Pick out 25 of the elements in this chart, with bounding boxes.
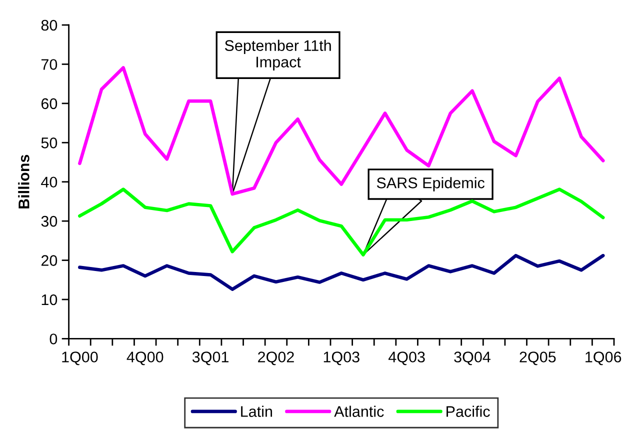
y-tick-label: 50: [41, 138, 58, 148]
annotation: September 11th Impact: [224, 40, 331, 70]
x-tick-label: 3Q04: [454, 352, 490, 366]
x-tick-label: 2Q02: [258, 352, 294, 366]
y-tick-label: 30: [41, 216, 58, 227]
x-tick-label: 1Q03: [324, 352, 360, 366]
x-tick-label: 3Q01: [192, 352, 228, 366]
x-tick-label: 1Q06: [586, 352, 622, 366]
y-tick-label: 60: [41, 98, 58, 110]
legend-label: Atlantic: [334, 406, 384, 417]
y-tick-label: 80: [41, 20, 58, 31]
y-tick-label: 70: [41, 59, 58, 70]
x-tick-label: 1Q00: [62, 352, 98, 366]
legend-label: Latin: [241, 406, 272, 417]
x-tick-label: 2Q05: [520, 352, 556, 366]
y-tick-label: 20: [41, 255, 58, 266]
x-tick-label: 4Q00: [126, 352, 164, 366]
legend-label: Pacific: [446, 406, 490, 417]
annotation: SARS Epidemic: [376, 177, 485, 192]
line-series: [78, 254, 605, 291]
y-tick-label: 0: [50, 334, 58, 344]
y-tick-label: 10: [42, 294, 58, 306]
y-axis-title: Billions: [18, 154, 30, 208]
x-tick-label: 4Q03: [388, 352, 425, 366]
y-tick-label: 40: [41, 176, 58, 188]
